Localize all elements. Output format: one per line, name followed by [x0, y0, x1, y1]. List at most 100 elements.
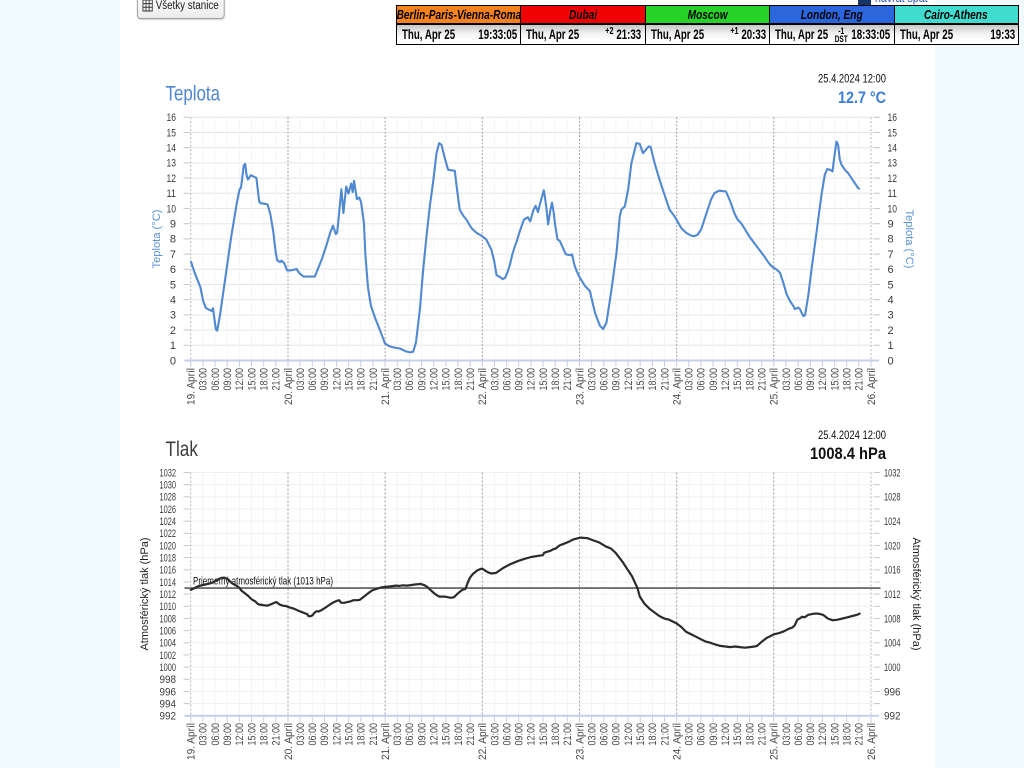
svg-text:15:00: 15:00 — [635, 723, 647, 746]
svg-text:0: 0 — [888, 355, 894, 367]
svg-text:14: 14 — [888, 143, 898, 155]
svg-text:1004: 1004 — [160, 638, 177, 650]
svg-text:1022: 1022 — [160, 528, 177, 540]
svg-text:09:00: 09:00 — [514, 368, 526, 391]
svg-text:06:00: 06:00 — [599, 368, 611, 391]
svg-text:12:00: 12:00 — [526, 368, 538, 391]
svg-text:1000: 1000 — [884, 662, 901, 674]
svg-text:18:00: 18:00 — [453, 723, 465, 746]
svg-text:09:00: 09:00 — [708, 368, 720, 391]
svg-text:8: 8 — [170, 234, 176, 246]
svg-text:09:00: 09:00 — [514, 723, 526, 746]
svg-text:03:00: 03:00 — [684, 368, 696, 391]
svg-text:1020: 1020 — [160, 540, 177, 552]
svg-text:21. Apríl: 21. Apríl — [380, 368, 392, 405]
svg-text:18:00: 18:00 — [842, 723, 854, 746]
svg-text:Atmosférický tlak (hPa): Atmosférický tlak (hPa) — [139, 537, 151, 650]
svg-text:1020: 1020 — [884, 540, 901, 552]
svg-text:15: 15 — [888, 127, 898, 139]
svg-text:16: 16 — [167, 112, 177, 124]
svg-text:Teplota: Teplota — [166, 82, 221, 105]
svg-text:1024: 1024 — [160, 516, 177, 528]
svg-text:21:00: 21:00 — [271, 368, 283, 391]
svg-text:25. Apríl: 25. Apríl — [769, 723, 781, 760]
svg-text:9: 9 — [170, 219, 176, 231]
svg-text:15:00: 15:00 — [344, 723, 356, 746]
svg-text:13: 13 — [888, 158, 898, 170]
svg-text:06:00: 06:00 — [696, 368, 708, 391]
svg-text:06:00: 06:00 — [599, 723, 611, 746]
svg-text:12:00: 12:00 — [429, 723, 441, 746]
svg-text:03:00: 03:00 — [489, 368, 501, 391]
svg-text:992: 992 — [160, 711, 177, 723]
svg-text:15:00: 15:00 — [829, 368, 841, 391]
svg-text:18:00: 18:00 — [842, 368, 854, 391]
svg-text:1018: 1018 — [160, 553, 177, 565]
svg-text:18:00: 18:00 — [259, 368, 271, 391]
svg-text:09:00: 09:00 — [416, 723, 428, 746]
svg-text:4: 4 — [170, 295, 176, 307]
svg-text:15:00: 15:00 — [441, 368, 453, 391]
svg-text:03:00: 03:00 — [198, 723, 210, 746]
svg-text:Atmosférický tlak (hPa): Atmosférický tlak (hPa) — [910, 537, 922, 650]
svg-text:03:00: 03:00 — [684, 723, 696, 746]
svg-text:1026: 1026 — [160, 504, 177, 516]
svg-text:03:00: 03:00 — [295, 723, 307, 746]
svg-text:22. Apríl: 22. Apríl — [477, 368, 489, 405]
svg-text:21:00: 21:00 — [368, 723, 380, 746]
svg-text:03:00: 03:00 — [781, 368, 793, 391]
svg-text:21:00: 21:00 — [659, 368, 671, 391]
svg-text:12: 12 — [888, 173, 898, 185]
svg-text:15:00: 15:00 — [441, 723, 453, 746]
svg-text:06:00: 06:00 — [210, 723, 222, 746]
svg-text:992: 992 — [884, 711, 901, 723]
svg-text:16: 16 — [888, 112, 898, 124]
svg-text:21. Apríl: 21. Apríl — [380, 723, 392, 760]
svg-text:1032: 1032 — [160, 467, 177, 479]
svg-text:1030: 1030 — [160, 480, 177, 492]
svg-text:18:00: 18:00 — [453, 368, 465, 391]
svg-text:Teplota (°C): Teplota (°C) — [903, 210, 915, 269]
svg-text:1024: 1024 — [884, 516, 901, 528]
svg-text:994: 994 — [160, 698, 177, 710]
svg-text:09:00: 09:00 — [611, 723, 623, 746]
svg-text:06:00: 06:00 — [307, 368, 319, 391]
svg-text:1028: 1028 — [884, 492, 901, 504]
svg-text:3: 3 — [170, 310, 176, 322]
svg-text:12:00: 12:00 — [331, 723, 343, 746]
svg-text:21:00: 21:00 — [465, 723, 477, 746]
svg-text:12.7 °C: 12.7 °C — [838, 89, 886, 107]
svg-text:1008: 1008 — [884, 613, 901, 625]
svg-text:18:00: 18:00 — [647, 368, 659, 391]
svg-text:0: 0 — [170, 355, 176, 367]
svg-text:1008: 1008 — [160, 613, 177, 625]
svg-text:1: 1 — [888, 340, 894, 352]
svg-text:06:00: 06:00 — [696, 723, 708, 746]
svg-text:14: 14 — [167, 143, 177, 155]
svg-text:09:00: 09:00 — [611, 368, 623, 391]
svg-text:21:00: 21:00 — [271, 723, 283, 746]
svg-text:996: 996 — [160, 686, 177, 698]
svg-text:06:00: 06:00 — [793, 368, 805, 391]
svg-text:03:00: 03:00 — [489, 723, 501, 746]
svg-text:Teplota (°C): Teplota (°C) — [151, 210, 163, 269]
svg-text:12:00: 12:00 — [817, 368, 829, 391]
svg-text:18:00: 18:00 — [259, 723, 271, 746]
svg-text:1000: 1000 — [160, 662, 177, 674]
svg-text:21:00: 21:00 — [465, 368, 477, 391]
svg-text:20. Apríl: 20. Apríl — [283, 723, 295, 760]
svg-text:12:00: 12:00 — [623, 723, 635, 746]
svg-text:12:00: 12:00 — [623, 368, 635, 391]
svg-text:5: 5 — [888, 279, 894, 291]
svg-text:1: 1 — [170, 340, 176, 352]
svg-text:09:00: 09:00 — [319, 368, 331, 391]
svg-text:Tlak: Tlak — [166, 438, 199, 461]
svg-text:18:00: 18:00 — [647, 723, 659, 746]
svg-text:1004: 1004 — [884, 638, 901, 650]
svg-text:18:00: 18:00 — [744, 368, 756, 391]
svg-text:25. Apríl: 25. Apríl — [769, 368, 781, 405]
svg-text:998: 998 — [160, 674, 177, 686]
svg-text:06:00: 06:00 — [404, 368, 416, 391]
svg-text:26. Apríl: 26. Apríl — [866, 723, 878, 760]
svg-text:15:00: 15:00 — [732, 723, 744, 746]
